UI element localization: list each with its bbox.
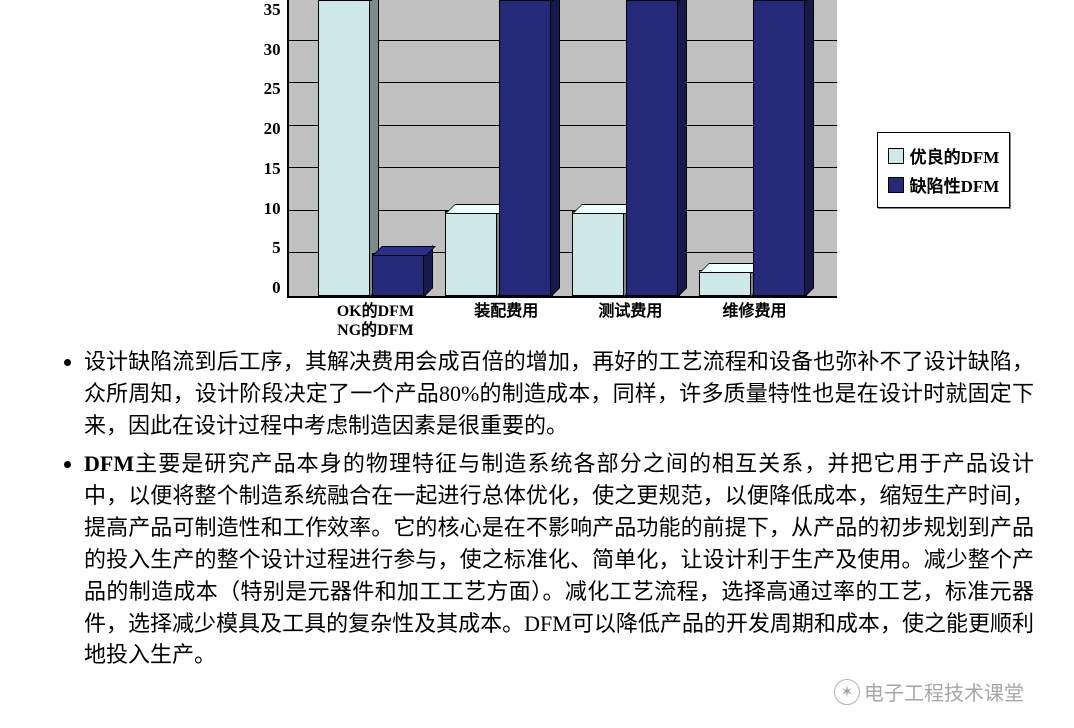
legend-label-good: 优良的DFM [910, 143, 1000, 168]
y-tick: 30 [264, 40, 281, 60]
bar-group [445, 0, 553, 296]
plot-area [287, 0, 837, 298]
bar [753, 0, 807, 296]
legend-swatch-defect [888, 177, 904, 193]
x-tick-label: OK的DFM NG的DFM [337, 302, 414, 340]
bar [318, 0, 372, 296]
y-tick: 5 [264, 238, 281, 258]
bar-group [318, 0, 426, 296]
legend-label-defect: 缺陷性DFM [910, 172, 1000, 197]
dfm-cost-chart: 35 30 25 20 15 10 5 0 OK的DFM NG的DFM 装配费用 测… [0, 0, 1074, 340]
bullet-1: 设计缺陷流到后工序，其解决费用会成百倍的增加，再好的工艺流程和设备也弥补不了设计… [84, 346, 1034, 442]
x-tick-label: 装配费用 [474, 302, 538, 340]
bar [372, 253, 426, 296]
bar [572, 211, 626, 296]
x-tick-label: 维修费用 [723, 302, 787, 340]
y-tick: 35 [264, 0, 281, 20]
bar [445, 211, 499, 296]
bar [499, 0, 553, 296]
y-tick: 25 [264, 79, 281, 99]
bar [626, 0, 680, 296]
x-axis-labels: OK的DFM NG的DFM 装配费用 测试费用 维修费用 [287, 298, 837, 340]
body-text: 设计缺陷流到后工序，其解决费用会成百倍的增加，再好的工艺流程和设备也弥补不了设计… [0, 340, 1074, 697]
legend: 优良的DFM 缺陷性DFM [877, 132, 1011, 208]
watermark: ✶ 电子工程技术课堂 [834, 677, 1024, 706]
bullet-2: DFM主要是研究产品本身的物理特征与制造系统各部分之间的相互关系，并把它用于产品… [84, 448, 1034, 671]
legend-swatch-good [888, 148, 904, 164]
bar-group [572, 0, 680, 296]
bar [699, 270, 753, 296]
y-tick: 0 [264, 278, 281, 298]
y-tick: 10 [264, 199, 281, 219]
bullet-2-prefix: DFM [84, 451, 134, 476]
bars-row [289, 0, 837, 296]
bullet-2-body: 主要是研究产品本身的物理特征与制造系统各部分之间的相互关系，并把它用于产品设计中… [84, 451, 1034, 667]
bar-group [699, 0, 807, 296]
y-tick: 20 [264, 119, 281, 139]
wechat-icon: ✶ [834, 679, 860, 705]
y-tick: 15 [264, 159, 281, 179]
watermark-text: 电子工程技术课堂 [864, 677, 1024, 706]
y-axis-ticks: 35 30 25 20 15 10 5 0 [264, 0, 287, 298]
x-tick-label: 测试费用 [598, 302, 662, 340]
